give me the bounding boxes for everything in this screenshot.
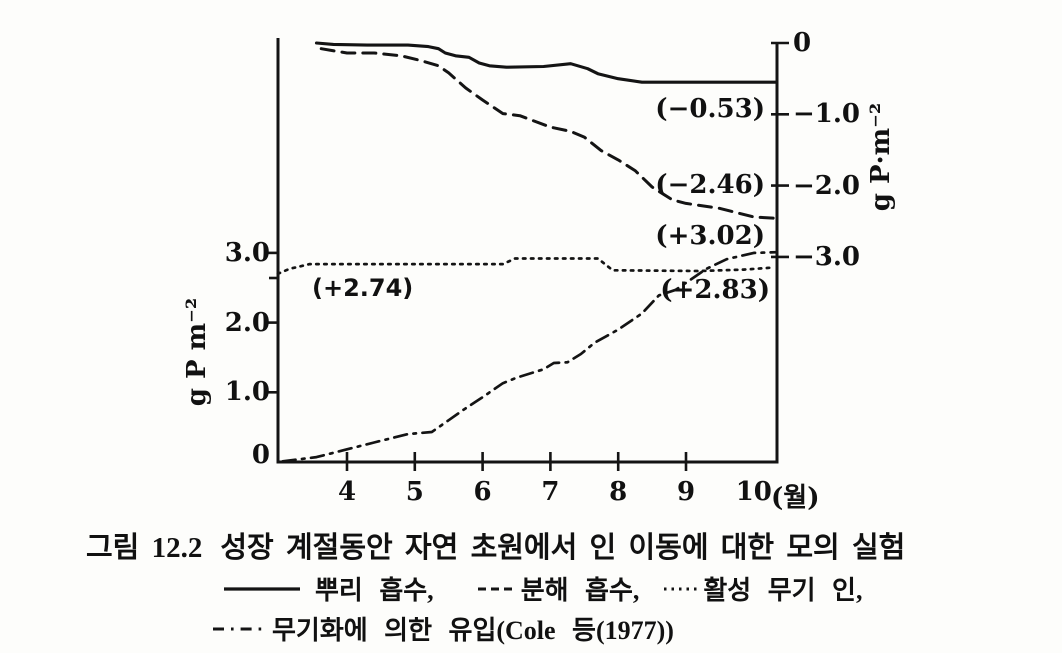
legend-swatch-solid-line-icon [224,586,300,591]
y-left-axis-label: g P m⁻² [182,297,212,407]
series-value-annotation: (−0.53) [655,94,765,124]
legend-row-1: 뿌리 흡수, 분해 흡수, 활성 무기 인, [222,570,862,607]
figure-caption: 그림 12.2 성장 계절동안 자연 초원에서 인 이동에 대한 모의 실험 [86,524,905,566]
x-tick-label: 9 [676,477,696,507]
series-value-annotation: (+2.74) [312,274,414,302]
series-dashdot [281,250,779,463]
y-left-tick-label: 0 [251,440,270,470]
x-tick-label: 4 [337,477,357,507]
series-value-annotation: (+3.02) [655,221,765,251]
legend-swatch-dotted-line-icon [664,587,701,590]
y-right-axis-label: g P·m⁻² [866,102,896,212]
legend-swatch-dashed-line-icon [477,587,514,590]
series-dashed [319,47,779,220]
y-right-tick-label: −3.0 [793,241,861,272]
legend-label-labile-inorganic-p: 활성 무기 인, [703,576,863,605]
legend-label-root-uptake: 뿌리 흡수, [315,576,434,605]
x-tick-label: 8 [609,477,628,507]
y-right-tick-label: 0 [793,28,812,58]
x-tick-label: 7 [541,477,560,507]
figure-number: 그림 12.2 [86,532,203,564]
figure-title: 성장 계절동안 자연 초원에서 인 이동에 대한 모의 실험 [220,532,906,564]
x-axis-unit-label: (월) [771,483,820,513]
series-value-annotation: (−2.46) [655,170,765,200]
y-left-tick-label: 1.0 [224,377,270,408]
series-dotted [276,257,776,276]
legend-label-decomposition-uptake: 분해 흡수, [520,576,640,605]
y-right-tick-label: −2.0 [793,170,861,201]
legend-swatch-dashdot-line-icon [213,627,263,630]
x-tick-label: 5 [405,477,424,507]
y-left-tick-label: 3.0 [224,237,270,268]
legend-row-2: 무기화에 의한 유입(Cole 등(1977)) [212,610,674,647]
x-tick-label: 6 [473,477,492,507]
series-solid [314,41,779,84]
y-left-tick-label: 2.0 [224,307,270,338]
series-value-annotation: (+2.83) [660,275,770,305]
legend-label-mineralization-input: 무기화에 의한 유입(Cole 등(1977)) [272,616,674,645]
y-right-tick-label: −1.0 [793,99,861,130]
x-tick-label: 10 [735,477,772,507]
